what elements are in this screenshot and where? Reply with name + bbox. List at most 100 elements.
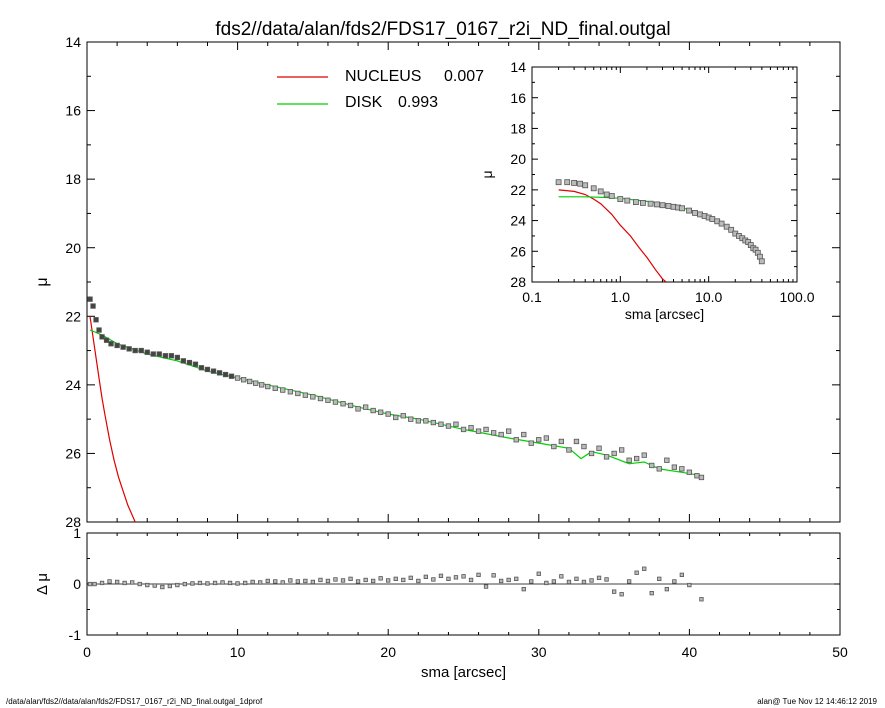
main-data-point bbox=[138, 347, 144, 354]
residual-data-point bbox=[355, 579, 361, 584]
main-data-point bbox=[641, 452, 647, 458]
main-data-point bbox=[99, 334, 105, 340]
main-data-point bbox=[573, 438, 580, 445]
inset-xtick-label: 100.0 bbox=[779, 289, 814, 305]
main-data-point bbox=[347, 402, 354, 409]
inset-series-nucleus-line bbox=[558, 189, 667, 282]
inset-ytick-label: 14 bbox=[510, 59, 526, 75]
main-data-point bbox=[566, 447, 572, 453]
residual-data-point bbox=[566, 579, 572, 585]
inset-ytick-label: 24 bbox=[510, 213, 526, 229]
main-data-point bbox=[228, 373, 235, 379]
main-data-point bbox=[498, 431, 504, 438]
main-data-point bbox=[626, 457, 632, 463]
main-ytick-label: 22 bbox=[65, 308, 81, 324]
residual-data-point bbox=[687, 582, 692, 588]
footer-timestamp: alan@ Tue Nov 12 14:46:12 2019 bbox=[757, 697, 877, 706]
residual-data-point bbox=[619, 592, 624, 597]
residual-data-point bbox=[280, 580, 285, 585]
residual-data-point bbox=[536, 571, 541, 576]
main-data-point bbox=[216, 370, 223, 376]
inset-data-point bbox=[555, 179, 562, 186]
main-ytick-label: 16 bbox=[65, 103, 81, 119]
main-data-point bbox=[302, 392, 309, 398]
main-data-point bbox=[156, 351, 162, 357]
main-data-point bbox=[258, 382, 265, 388]
main-data-point bbox=[295, 390, 301, 397]
residual-data-point bbox=[378, 576, 383, 581]
inset-data-point bbox=[633, 199, 639, 206]
main-data-point bbox=[340, 401, 346, 407]
legend-label-nucleus: NUCLEUS bbox=[345, 68, 421, 85]
footer-filename: /data/alan/fds2//data/alan/fds2/FDS17_01… bbox=[6, 697, 263, 706]
inset-ytick-label: 28 bbox=[510, 274, 526, 290]
residual-data-point bbox=[333, 577, 338, 582]
main-ylabel: μ bbox=[34, 277, 51, 286]
main-data-point bbox=[132, 347, 138, 354]
inset-data-point bbox=[692, 209, 698, 216]
main-data-point bbox=[603, 454, 610, 460]
residual-ylabel: Δ μ bbox=[34, 573, 51, 595]
inset-xlabel: sma [arcsec] bbox=[625, 306, 704, 322]
residual-data-point bbox=[325, 578, 331, 584]
residual-data-point bbox=[514, 576, 519, 581]
residual-data-point bbox=[182, 581, 188, 587]
main-data-point bbox=[90, 303, 96, 309]
main-data-point bbox=[265, 383, 271, 390]
residual-data-point bbox=[672, 579, 677, 584]
inset-data-point bbox=[571, 179, 577, 186]
residual-data-point bbox=[310, 579, 316, 585]
residual-data-point bbox=[642, 566, 647, 571]
main-data-point bbox=[370, 407, 376, 414]
main-data-point bbox=[430, 419, 437, 426]
residual-data-point bbox=[273, 579, 278, 584]
inset-data-point bbox=[686, 207, 692, 214]
residual-data-point bbox=[122, 580, 127, 586]
main-ytick-label: 14 bbox=[65, 34, 81, 50]
main-data-point bbox=[671, 464, 677, 470]
main-data-point bbox=[325, 397, 331, 403]
main-data-point bbox=[656, 466, 662, 472]
main-data-point bbox=[423, 418, 429, 424]
residual-data-point bbox=[483, 584, 489, 589]
main-data-point bbox=[698, 474, 705, 481]
main-data-point bbox=[108, 341, 114, 347]
main-data-point bbox=[222, 371, 229, 378]
residual-data-point bbox=[212, 580, 218, 586]
main-data-point bbox=[588, 450, 595, 457]
main-data-point bbox=[272, 385, 278, 391]
main-data-point bbox=[192, 361, 199, 367]
residual-data-point bbox=[197, 580, 203, 586]
main-data-point bbox=[581, 443, 587, 450]
main-data-point bbox=[475, 428, 482, 434]
residual-data-point bbox=[453, 575, 459, 580]
main-data-point bbox=[204, 366, 211, 373]
inset-ytick-label: 20 bbox=[510, 151, 526, 167]
inset-data-point bbox=[608, 193, 615, 199]
inset-data-point bbox=[659, 202, 666, 209]
residual-data-point bbox=[491, 573, 496, 578]
inset-data-point bbox=[640, 199, 646, 206]
inset-ytick-label: 22 bbox=[510, 182, 526, 198]
residual-data-point bbox=[461, 574, 466, 579]
main-data-point bbox=[355, 406, 361, 412]
residual-data-point bbox=[152, 583, 157, 588]
inset-data-point bbox=[597, 188, 604, 195]
main-data-point bbox=[234, 375, 241, 381]
residual-data-point bbox=[551, 579, 556, 584]
residual-data-point bbox=[385, 578, 391, 583]
main-data-point bbox=[543, 435, 549, 441]
main-data-point bbox=[619, 447, 625, 453]
main-data-point bbox=[287, 389, 294, 395]
main-data-point bbox=[174, 354, 181, 361]
inset-data-point bbox=[665, 203, 672, 209]
residual-data-point bbox=[604, 577, 609, 582]
legend: NUCLEUS 0.007 DISK 0.993 bbox=[277, 68, 484, 111]
main-data-point bbox=[686, 469, 692, 475]
residual-data-point bbox=[416, 578, 421, 584]
main-data-point bbox=[114, 342, 120, 349]
inset-data-point bbox=[654, 201, 660, 208]
main-data-point bbox=[385, 411, 391, 417]
main-data-point bbox=[280, 387, 286, 393]
